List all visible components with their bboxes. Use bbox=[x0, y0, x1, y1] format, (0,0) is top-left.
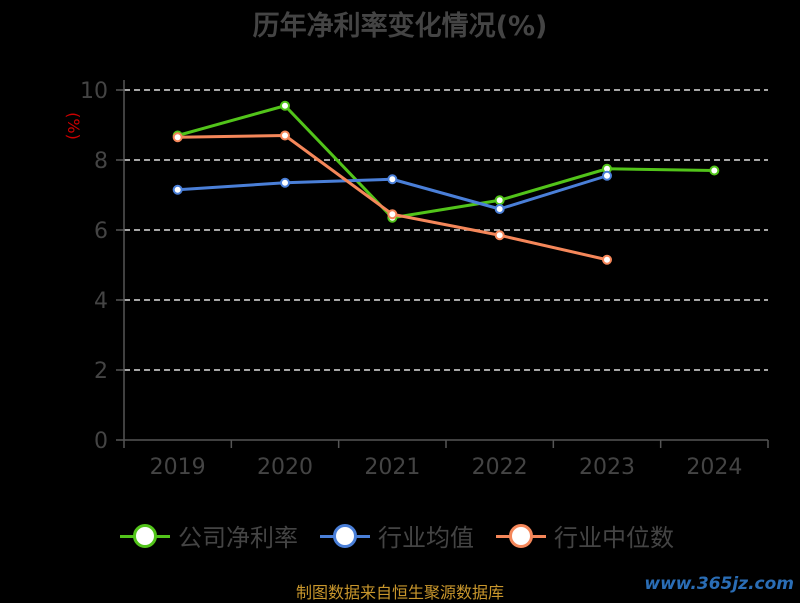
data-point-company-2024 bbox=[709, 165, 720, 176]
x-tick-label-2020: 2020 bbox=[257, 455, 313, 480]
x-tick-label-2019: 2019 bbox=[150, 455, 206, 480]
series-line-industry-median bbox=[177, 134, 608, 262]
y-tick-label-10: 10 bbox=[80, 79, 108, 104]
x-tick-label-2021: 2021 bbox=[364, 455, 420, 480]
legend-item-company[interactable]: 公司净利率 bbox=[120, 518, 298, 553]
data-point-company-2020 bbox=[280, 100, 290, 111]
y-tick-label-2: 2 bbox=[94, 359, 108, 384]
data-point-industry-median-2022 bbox=[494, 230, 505, 241]
x-tick-label-2024: 2024 bbox=[686, 455, 742, 480]
watermark-logo: www.365jz.com bbox=[644, 574, 794, 594]
legend-dot-industry-mean bbox=[333, 523, 357, 548]
data-point-company-2022 bbox=[494, 195, 505, 206]
data-point-industry-median-2021 bbox=[387, 209, 398, 220]
legend-swatch-industry-mean bbox=[320, 523, 370, 549]
y-tick-label-6: 6 bbox=[94, 219, 108, 244]
data-point-industry-mean-2022 bbox=[494, 204, 505, 214]
y-tick-label-0: 0 bbox=[94, 429, 108, 454]
y-axis-unit-label: (%) bbox=[64, 112, 83, 140]
legend-label-industry-mean: 行业均值 bbox=[378, 524, 474, 552]
data-point-industry-median-2023 bbox=[602, 254, 612, 265]
legend: 公司净利率 行业均值 行业中位数 bbox=[120, 518, 674, 553]
data-point-industry-mean-2019 bbox=[172, 184, 183, 195]
x-tick-label-2023: 2023 bbox=[579, 455, 635, 480]
data-point-industry-median-2020 bbox=[280, 130, 290, 141]
legend-label-industry-median: 行业中位数 bbox=[554, 524, 674, 552]
legend-item-industry-mean[interactable]: 行业均值 bbox=[320, 518, 474, 553]
data-point-industry-mean-2023 bbox=[602, 170, 612, 181]
legend-item-industry-median[interactable]: 行业中位数 bbox=[496, 518, 674, 553]
legend-swatch-industry-median bbox=[496, 523, 546, 549]
source-footer: 制图数据来自恒生聚源数据库 bbox=[295, 583, 504, 602]
legend-dot-industry-median bbox=[509, 523, 533, 548]
chart-title: 历年净利率变化情况(%) bbox=[252, 11, 548, 42]
legend-dot-company bbox=[133, 523, 157, 548]
y-tick-label-4: 4 bbox=[94, 289, 108, 314]
data-point-industry-mean-2020 bbox=[280, 177, 290, 188]
x-tick-label-2022: 2022 bbox=[472, 455, 528, 480]
data-point-industry-median-2019 bbox=[172, 132, 183, 143]
legend-swatch-company bbox=[120, 523, 170, 549]
y-tick-label-8: 8 bbox=[94, 149, 108, 174]
data-point-industry-mean-2021 bbox=[387, 174, 398, 185]
legend-label-company: 公司净利率 bbox=[178, 524, 298, 552]
series-line-company bbox=[177, 104, 715, 220]
